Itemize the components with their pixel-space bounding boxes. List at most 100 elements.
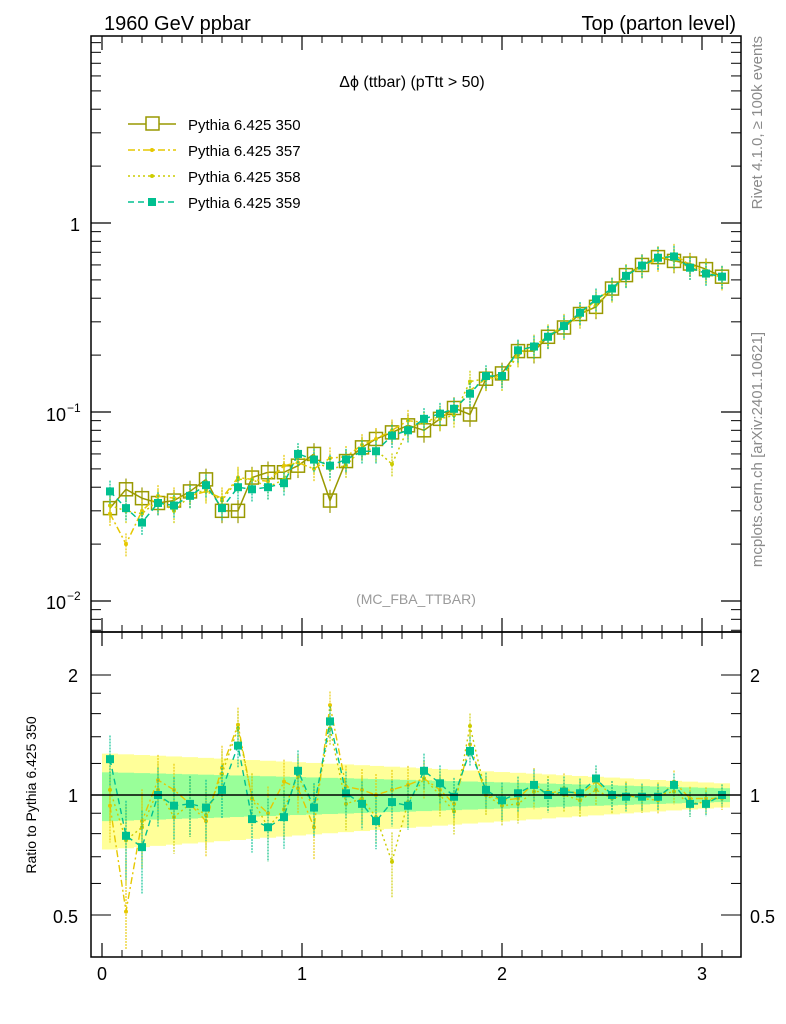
ratio-data-point (686, 799, 694, 808)
data-point (186, 491, 194, 500)
data-point (372, 447, 380, 456)
x-tick-label-0: 0 (97, 964, 107, 984)
svg-text:10: 10 (46, 405, 66, 425)
data-point (342, 455, 350, 464)
data-point (280, 479, 288, 488)
ratio-data-point (638, 792, 646, 801)
y-tick-label-1: 1 (70, 215, 80, 235)
ratio-data-point (282, 779, 286, 784)
data-point (482, 372, 490, 381)
ratio-data-point (264, 823, 272, 832)
ratio-band-green (322, 777, 338, 815)
ratio-data-point (294, 766, 302, 775)
data-point (622, 271, 630, 280)
ratio-band-green (230, 775, 246, 818)
data-point (218, 504, 226, 513)
legend-entry-358: Pythia 6.425 358 (128, 169, 301, 186)
legend: Pythia 6.425 350 Pythia 6.425 357 Pythia… (128, 116, 301, 212)
data-point (608, 284, 616, 293)
ratio-series-line (109, 721, 723, 849)
data-point (310, 455, 318, 464)
ratio-tick-label-2-left: 2 (68, 666, 78, 686)
ratio-data-point (234, 741, 242, 750)
data-point (138, 518, 146, 527)
ratio-data-point (404, 801, 412, 810)
data-point (420, 414, 428, 423)
data-point (358, 447, 366, 456)
ratio-data-point (500, 803, 504, 808)
data-point (450, 404, 458, 413)
ratio-tick-label-1-left: 1 (68, 786, 78, 806)
series-pythia-6.425-350 (102, 246, 730, 524)
axis-ticks (91, 36, 741, 957)
data-point (322, 493, 338, 508)
data-point (108, 503, 112, 508)
ratio-data-point (218, 785, 226, 794)
ratio-data-point (466, 746, 474, 755)
data-point (544, 332, 552, 341)
ratio-tick-label-0.5-left: 0.5 (53, 907, 78, 927)
ratio-data-point (202, 803, 210, 812)
legend-label-358: Pythia 6.425 358 (188, 169, 301, 186)
data-point (234, 483, 242, 492)
rivet-label: Rivet 4.1.0, ≥ 100k events (749, 36, 766, 209)
data-point (514, 346, 522, 355)
ratio-data-point (344, 801, 348, 806)
ratio-tick-label-2-right: 2 (750, 666, 760, 686)
ratio-data-point (326, 717, 334, 726)
data-point (404, 426, 412, 435)
data-point (468, 379, 472, 384)
main-series-group (102, 243, 730, 557)
ratio-data-point (328, 703, 332, 708)
y-tick-label-0.01: 10 −2 (46, 589, 81, 613)
x-tick-label-3: 3 (697, 964, 707, 984)
data-point (436, 409, 444, 418)
ratio-data-point (436, 779, 444, 788)
ratio-data-point (560, 787, 568, 796)
data-point (294, 449, 302, 458)
ratio-data-point (498, 796, 506, 805)
data-point (576, 308, 584, 317)
ratio-y-axis-label: Ratio to Pythia 6.425 350 (23, 716, 39, 873)
data-point (560, 322, 568, 331)
ratio-series-pythia-6.425-359 (106, 706, 726, 894)
ratio-data-point (702, 799, 710, 808)
ratio-data-point (310, 803, 318, 812)
data-point (592, 295, 600, 304)
ratio-uncertainty-bands (102, 753, 730, 850)
legend-entry-350: Pythia 6.425 350 (128, 116, 301, 134)
ratio-tick-label-1-right: 1 (750, 786, 760, 806)
y-tick-label-0.1: 10 −1 (46, 401, 81, 425)
data-point (498, 372, 506, 381)
ratio-data-point (122, 831, 130, 840)
ratio-data-point (622, 792, 630, 801)
ratio-data-point (358, 799, 366, 808)
data-point (124, 542, 128, 547)
ratio-data-point (124, 909, 128, 914)
data-point (106, 487, 114, 496)
ratio-tick-label-0.5-right: 0.5 (750, 907, 775, 927)
ratio-data-point (390, 859, 394, 864)
data-point (236, 477, 240, 482)
data-point (390, 462, 394, 467)
ratio-band-green (118, 772, 134, 821)
ratio-data-point (108, 787, 112, 792)
mcplots-label: mcplots.cern.ch [arXiv:2401.10621] (749, 332, 766, 567)
ratio-series-line (109, 725, 723, 865)
data-point (248, 485, 256, 494)
data-point (638, 261, 646, 270)
header-left: 1960 GeV ppbar (104, 13, 251, 35)
plot-title: Δϕ (ttbar) (pTtt > 50) (339, 74, 484, 91)
data-point (686, 263, 694, 272)
data-point (670, 252, 678, 261)
legend-label-357: Pythia 6.425 357 (188, 143, 301, 160)
ratio-data-point (248, 815, 256, 824)
legend-label-359: Pythia 6.425 359 (188, 195, 301, 212)
x-tick-label-2: 2 (497, 964, 507, 984)
ratio-data-point (360, 796, 364, 801)
ratio-data-point (530, 780, 538, 789)
data-point (122, 504, 130, 513)
data-point (390, 428, 394, 433)
ratio-data-point (654, 792, 662, 801)
